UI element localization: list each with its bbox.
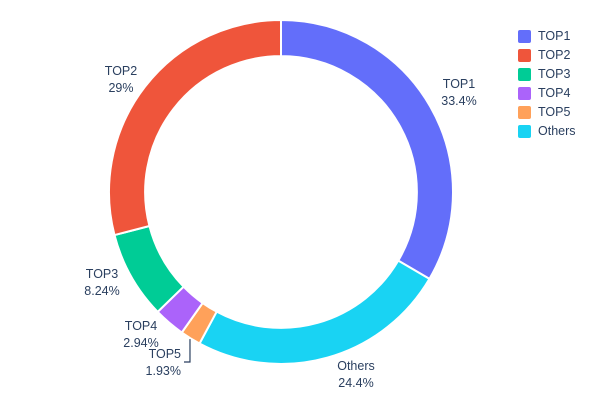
slice-label-top5: TOP5 1.93%	[111, 346, 181, 380]
legend-item-top1[interactable]: TOP1	[518, 27, 576, 46]
legend-label: TOP5	[538, 105, 571, 119]
pie-slice-top1[interactable]	[280, 19, 454, 280]
slice-pct-text: 1.93%	[145, 364, 181, 378]
slice-label-text: TOP1	[442, 77, 476, 91]
legend-label: TOP2	[538, 48, 571, 62]
slice-label-text: Others	[337, 359, 375, 373]
slice-label-top4: TOP4 2.94%	[106, 318, 176, 352]
legend-label: Others	[538, 124, 576, 138]
label-connector-top5	[184, 339, 191, 363]
legend-swatch-top2	[518, 49, 531, 62]
legend-swatch-top3	[518, 68, 531, 81]
slice-pct-text: 29%	[108, 81, 134, 95]
legend-label: TOP3	[538, 67, 571, 81]
pie-slice-top2[interactable]	[108, 19, 282, 237]
legend-swatch-top1	[518, 30, 531, 43]
legend-swatch-top4	[518, 87, 531, 100]
legend-item-others[interactable]: Others	[518, 122, 576, 141]
slice-label-text: TOP2	[104, 64, 138, 78]
slice-label-top3: TOP3 8.24%	[67, 266, 137, 300]
slice-label-top1: TOP1 33.4%	[424, 76, 494, 110]
slice-label-text: TOP5	[148, 347, 181, 361]
legend-swatch-top5	[518, 106, 531, 119]
slice-pct-text: 2.94%	[123, 336, 159, 350]
legend-label: TOP4	[538, 86, 571, 100]
legend: TOP1 TOP2 TOP3 TOP4 TOP5 Others	[518, 27, 576, 141]
slice-pct-text: 8.24%	[84, 284, 120, 298]
slice-label-text: TOP3	[85, 267, 119, 281]
slice-label-text: TOP4	[124, 319, 158, 333]
slice-pct-text: 33.4%	[441, 94, 477, 108]
slice-label-others: Others 24.4%	[321, 358, 391, 392]
legend-item-top5[interactable]: TOP5	[518, 103, 576, 122]
slice-pct-text: 24.4%	[338, 376, 374, 390]
slice-label-top2: TOP2 29%	[86, 63, 156, 97]
legend-item-top4[interactable]: TOP4	[518, 84, 576, 103]
legend-item-top2[interactable]: TOP2	[518, 46, 576, 65]
legend-swatch-others	[518, 125, 531, 138]
legend-item-top3[interactable]: TOP3	[518, 65, 576, 84]
legend-label: TOP1	[538, 29, 571, 43]
pie-slice-others[interactable]	[198, 259, 431, 365]
